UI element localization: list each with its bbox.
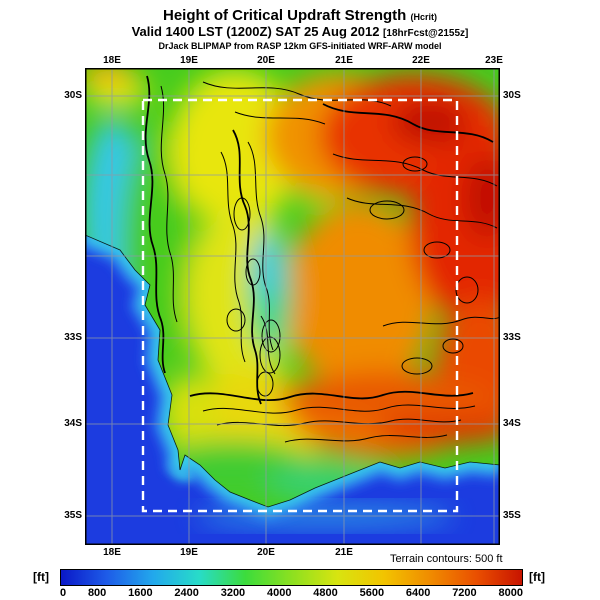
terrain-contour-note: Terrain contours: 500 ft xyxy=(388,553,505,565)
title-parameter-code: (Hcrit) xyxy=(410,12,438,22)
lat-label-right: 30S xyxy=(503,90,521,101)
header: Height of Critical Updraft Strength (Hcr… xyxy=(0,7,600,52)
lat-label-left: 30S xyxy=(64,90,82,101)
colorbar-tick: 3200 xyxy=(220,587,246,599)
lon-label-top: 19E xyxy=(180,55,198,66)
lon-label-bottom: 20E xyxy=(257,547,275,558)
colorbar-tick: 6400 xyxy=(405,587,431,599)
lat-label-right: 35S xyxy=(503,510,521,521)
terrain-contour-lines xyxy=(144,75,500,487)
lon-label-bottom: 21E xyxy=(335,547,353,558)
colorbar-tick: 4000 xyxy=(267,587,292,599)
lat-label-right: 33S xyxy=(503,332,521,343)
map-plot xyxy=(85,68,500,545)
lon-label-top: 23E xyxy=(485,55,503,66)
map-canvas xyxy=(85,68,500,545)
colorbar-tick: 800 xyxy=(87,587,107,599)
lat-label-left: 35S xyxy=(64,510,82,521)
model-info: DrJack BLIPMAP from RASP 12km GFS-initia… xyxy=(158,41,442,52)
page-title: Height of Critical Updraft Strength (Hcr… xyxy=(0,7,600,24)
valid-time-text: Valid 1400 LST (1200Z) SAT 25 Aug 2012 xyxy=(131,24,380,40)
colorbar-tick: 5600 xyxy=(359,587,385,599)
latlon-grid xyxy=(85,68,500,545)
lon-label-top: 22E xyxy=(412,55,430,66)
colorbar-tick: 2400 xyxy=(174,587,199,599)
colorbar xyxy=(60,569,523,586)
lat-label-left: 34S xyxy=(64,418,82,429)
colorbar-tick: 7200 xyxy=(452,587,477,599)
colorbar-tick: 0 xyxy=(60,587,67,599)
lat-label-right: 34S xyxy=(503,418,521,429)
coastline xyxy=(85,234,500,508)
units-label-right: [ft] xyxy=(529,570,545,584)
lon-label-bottom: 19E xyxy=(180,547,198,558)
colorbar-tick: 8000 xyxy=(498,587,523,599)
inner-domain-box xyxy=(141,98,459,513)
valid-time: Valid 1400 LST (1200Z) SAT 25 Aug 2012 [… xyxy=(0,24,600,40)
map-border xyxy=(85,68,500,545)
colorbar-tick: 4800 xyxy=(313,587,338,599)
units-label-left: [ft] xyxy=(33,570,49,584)
lon-label-top: 21E xyxy=(335,55,353,66)
lon-label-top: 18E xyxy=(103,55,121,66)
colorbar-tick: 1600 xyxy=(128,587,153,599)
forecast-lead-text: [18hrFcst@2155z] xyxy=(383,28,469,40)
lon-label-bottom: 18E xyxy=(103,547,121,558)
colorbar-tick-labels: 0 800 1600 2400 3200 4000 4800 5600 6400… xyxy=(60,587,523,599)
lat-label-left: 33S xyxy=(64,332,82,343)
lon-label-top: 20E xyxy=(257,55,275,66)
title-text: Height of Critical Updraft Strength xyxy=(162,7,407,24)
